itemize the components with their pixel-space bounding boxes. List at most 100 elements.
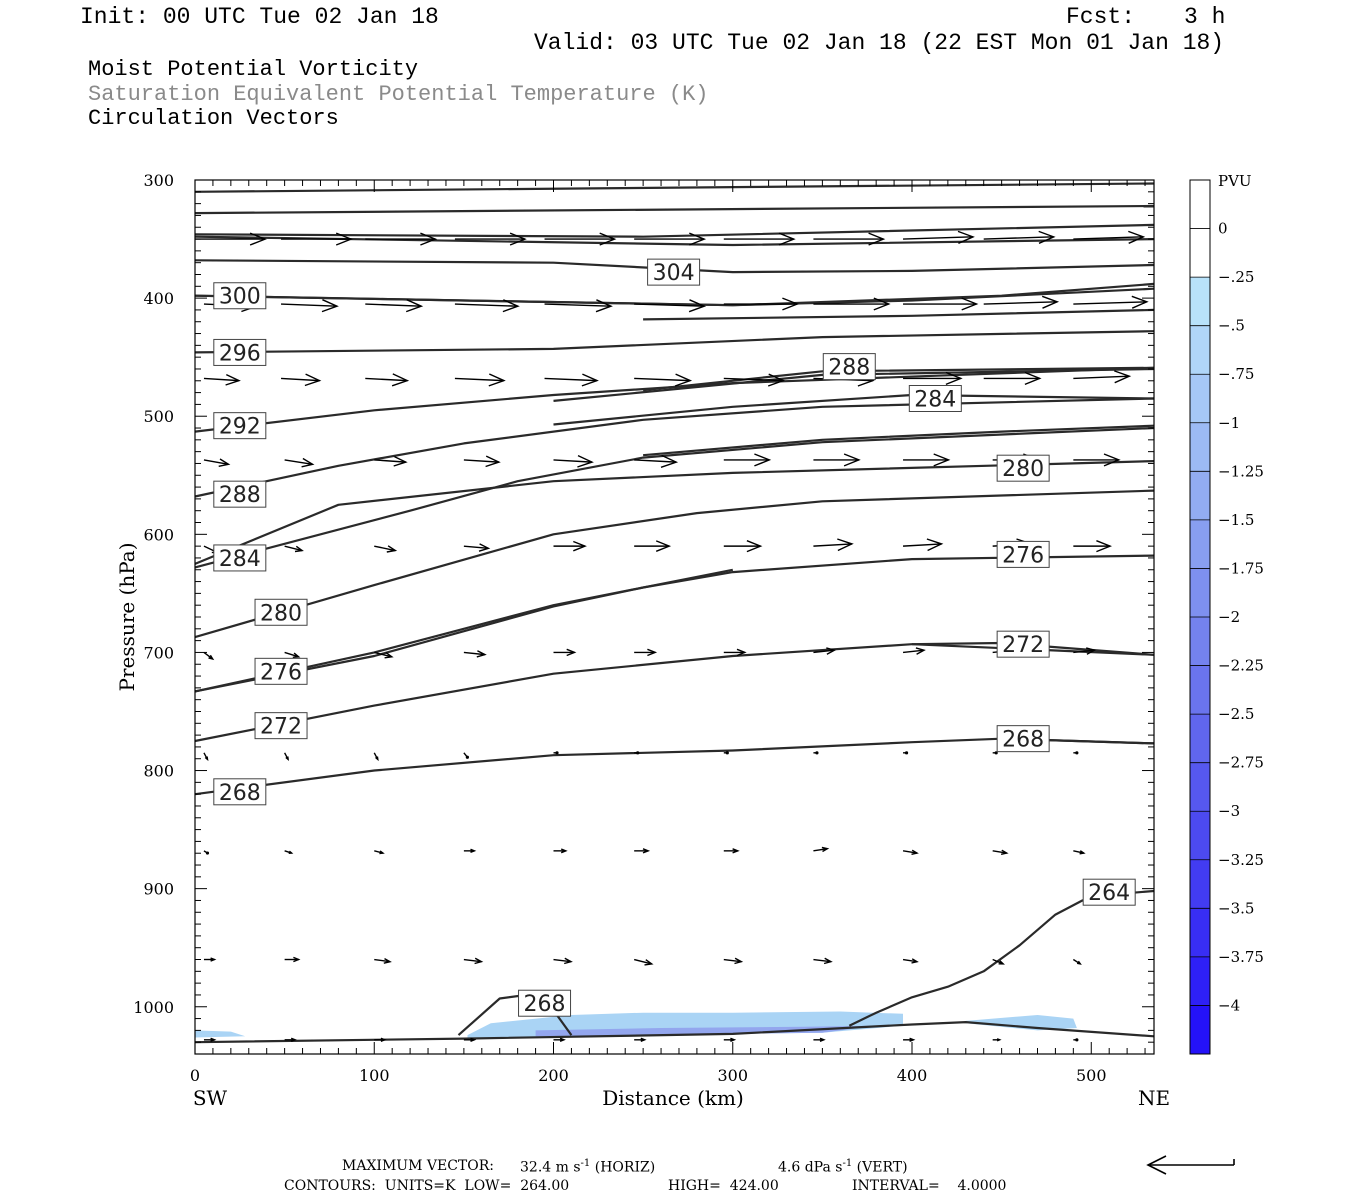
vector-shaft <box>203 377 240 382</box>
contour-label: 300 <box>219 285 261 310</box>
vector-head <box>730 1037 737 1043</box>
vector-head <box>837 538 854 552</box>
vector-head <box>559 1037 566 1043</box>
y-tick-label: 1000 <box>133 998 174 1017</box>
vector-shaft <box>992 850 1007 854</box>
vector-shaft <box>1073 301 1147 305</box>
contour-line <box>642 366 1155 392</box>
circulation-vector <box>1073 1038 1079 1042</box>
vector-shaft <box>203 459 229 466</box>
circulation-vector <box>723 751 729 755</box>
contour-label-box <box>213 480 267 508</box>
contour-line <box>553 393 1155 426</box>
circulation-vector <box>723 1037 737 1043</box>
vector-head <box>420 232 438 246</box>
vector-head <box>1075 751 1079 755</box>
circulation-vector <box>1073 453 1121 467</box>
circulation-vector <box>813 751 819 755</box>
circulation-vector <box>463 1037 477 1043</box>
colorbar-label: −2.75 <box>1218 754 1264 772</box>
vector-head <box>821 846 830 853</box>
vector-shaft <box>463 651 485 656</box>
vector-head <box>205 851 210 855</box>
circulation-vector <box>374 957 392 964</box>
contour-line <box>643 308 1155 321</box>
y-tick-label: 500 <box>143 407 174 426</box>
vector-head <box>815 751 819 755</box>
vector-head <box>581 373 599 387</box>
circulation-vector <box>281 232 353 246</box>
contour-label-box <box>647 258 701 286</box>
colorbar-segment <box>1190 811 1210 861</box>
vector-shaft <box>374 651 392 658</box>
colorbar-segment <box>1190 422 1210 472</box>
vector-head <box>843 453 861 467</box>
colorbar-label: −2.5 <box>1218 705 1254 723</box>
circulation-vector <box>463 543 491 552</box>
circulation-vector <box>284 850 294 854</box>
vector-head <box>566 648 577 657</box>
vector-head <box>674 373 693 387</box>
vector-head <box>689 232 707 246</box>
title-vectors: Circulation Vectors <box>88 106 339 131</box>
x-tick-label: 300 <box>717 1066 748 1085</box>
vector-head <box>204 756 209 762</box>
vector-head <box>208 654 215 661</box>
colorbar-label: −1.5 <box>1218 511 1254 529</box>
contour-label-box <box>1082 878 1136 906</box>
x-tick-label: 500 <box>1076 1066 1107 1085</box>
circulation-vector <box>634 751 640 755</box>
vector-head <box>555 751 559 755</box>
circulation-vector <box>903 297 979 311</box>
valid-time: Valid: 03 UTC Tue 02 Jan 18 (22 EST Mon … <box>534 30 1225 56</box>
circulation-vector <box>1073 850 1086 855</box>
circulation-vector <box>903 1037 916 1043</box>
y-tick-label: 400 <box>143 289 174 308</box>
vector-shaft <box>544 377 598 382</box>
colorbar-segment <box>1190 617 1210 667</box>
x-tick-label: 100 <box>359 1066 390 1085</box>
colorbar-segment <box>1190 325 1210 375</box>
circulation-vector <box>813 232 886 246</box>
contour-label-box <box>996 454 1050 482</box>
vector-shaft <box>723 958 742 963</box>
vector-head <box>393 455 408 467</box>
contour-label-box <box>213 778 267 806</box>
colorbar-label: 0 <box>1218 220 1228 238</box>
max-vector-vert: 4.6 dPa s-1 (VERT) <box>778 1159 908 1175</box>
contour-label: 264 <box>1088 881 1130 906</box>
contour-label: 268 <box>219 781 261 806</box>
vector-shaft <box>813 958 832 963</box>
circulation-vector <box>983 230 1056 244</box>
contour-info: CONTOURS: UNITS=K LOW= 264.00 <box>284 1178 570 1194</box>
contour-label-box <box>518 989 572 1017</box>
vector-head <box>1075 1038 1079 1042</box>
circulation-vector <box>634 1037 647 1043</box>
circulation-vector <box>365 232 438 246</box>
y-tick-label: 600 <box>143 525 174 544</box>
colorbar-label: −1.25 <box>1218 462 1264 480</box>
circulation-vector <box>553 454 594 468</box>
circulation-vector <box>813 957 833 965</box>
vector-shaft <box>723 377 784 382</box>
pv-region <box>195 1030 246 1038</box>
colorbar-segment <box>1190 665 1210 715</box>
colorbar-label: −.5 <box>1218 317 1245 335</box>
circulation-vector <box>903 371 963 386</box>
colorbar-label: −1 <box>1218 414 1240 432</box>
vector-head <box>335 232 353 246</box>
circulation-vector <box>634 540 672 552</box>
y-tick-label: 800 <box>143 762 174 781</box>
vector-head <box>488 373 506 387</box>
colorbar-segment <box>1190 568 1210 618</box>
circulation-vector <box>284 752 289 762</box>
contour-label: 284 <box>914 388 956 413</box>
vector-head <box>285 756 289 762</box>
circulation-vector <box>374 455 408 467</box>
colorbar-segment <box>1190 762 1210 812</box>
vector-head <box>564 957 573 965</box>
vector-shaft <box>902 850 918 854</box>
vector-head <box>502 299 520 313</box>
vector-shaft <box>374 545 396 552</box>
vector-head <box>293 956 301 963</box>
